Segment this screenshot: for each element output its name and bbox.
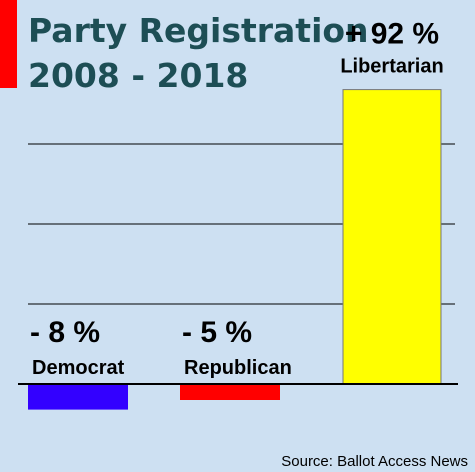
labels-group: - 8 % Democrat - 5 % Republican + 92 % Libert… xyxy=(30,18,444,379)
bar-democrat xyxy=(28,384,128,410)
bar-libertarian xyxy=(342,89,442,385)
value-label-libertarian: + 92 % xyxy=(345,18,439,51)
chart-title-line2: 2008 - 2018 xyxy=(28,56,248,95)
category-label-republican: Republican xyxy=(184,357,292,379)
category-label-democrat: Democrat xyxy=(32,357,125,379)
value-label-republican: - 5 % xyxy=(182,316,252,349)
source-note: Source: Ballot Access News xyxy=(281,453,468,470)
bar-republican xyxy=(180,384,280,400)
chart-title-line1: Party Registration xyxy=(28,11,369,50)
accent-bar xyxy=(0,0,17,88)
category-label-libertarian: Libertarian xyxy=(340,56,443,78)
value-label-democrat: - 8 % xyxy=(30,316,100,349)
bars-group xyxy=(28,89,442,410)
